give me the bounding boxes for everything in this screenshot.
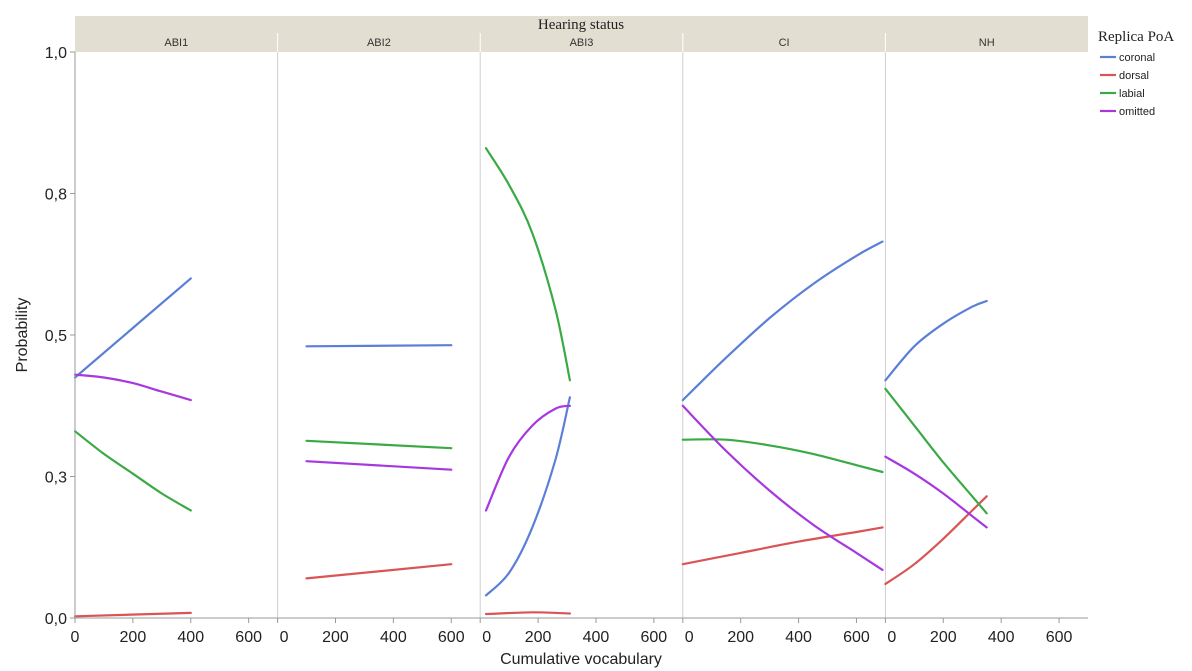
series-line-coronal <box>305 344 453 348</box>
series-line-labial <box>305 439 453 450</box>
legend-label-labial: labial <box>1119 88 1145 100</box>
panel-abi3 <box>484 147 571 616</box>
y-tick-label: 0,5 <box>45 328 67 345</box>
panel-label: ABI2 <box>367 37 391 49</box>
x-tick-label: 0 <box>685 629 694 646</box>
series-line-coronal <box>484 396 571 597</box>
x-tick-label: 200 <box>525 629 552 646</box>
panel-label-strip <box>75 33 1088 52</box>
x-tick-label: 400 <box>583 629 610 646</box>
series-line-labial <box>484 147 571 382</box>
y-tick-label: 0,0 <box>45 611 67 628</box>
y-tick-label: 1,0 <box>45 45 67 62</box>
x-tick-label: 0 <box>482 629 491 646</box>
series-line-labial <box>884 387 988 515</box>
series-line-dorsal <box>484 611 571 616</box>
x-tick-label: 600 <box>438 629 465 646</box>
series-line-labial <box>73 430 192 512</box>
y-tick-label: 0,8 <box>45 187 67 204</box>
x-tick-label: 0 <box>887 629 896 646</box>
panels <box>73 52 988 618</box>
facet-title: Hearing status <box>538 17 624 33</box>
series-line-dorsal <box>884 495 988 586</box>
x-tick-label: 200 <box>322 629 349 646</box>
x-tick-label: 600 <box>1046 629 1073 646</box>
series-line-omitted <box>484 404 571 512</box>
x-tick-label: 400 <box>177 629 204 646</box>
legend-label-omitted: omitted <box>1119 106 1155 118</box>
series-line-omitted <box>681 404 884 571</box>
x-tick-label: 400 <box>988 629 1015 646</box>
x-tick-label: 600 <box>235 629 262 646</box>
legend-label-coronal: coronal <box>1119 52 1155 64</box>
x-tick-label: 600 <box>843 629 870 646</box>
facet-strip: Hearing status ABI1 ABI2 ABI3 CI NH <box>75 16 1088 52</box>
x-tick-label: 400 <box>785 629 812 646</box>
x-tick-label: 200 <box>727 629 754 646</box>
x-tick-label: 0 <box>71 629 80 646</box>
x-tick-label: 0 <box>280 629 289 646</box>
series-line-coronal <box>884 299 988 382</box>
panel-label: CI <box>779 37 790 49</box>
y-tick-label: 0,3 <box>45 470 67 487</box>
x-tick-label: 400 <box>380 629 407 646</box>
panel-label: NH <box>979 37 995 49</box>
panel-ci <box>681 240 884 571</box>
x-tick-label: 600 <box>641 629 668 646</box>
x-tick-label: 200 <box>120 629 147 646</box>
panel-label: ABI1 <box>164 37 188 49</box>
series-line-omitted <box>73 373 192 402</box>
legend: Replica PoA coronal dorsal labial omitted <box>1098 29 1174 118</box>
series-line-coronal <box>73 277 192 379</box>
panel-label: ABI3 <box>570 37 594 49</box>
series-line-omitted <box>884 455 988 529</box>
series-line-dorsal <box>305 563 453 580</box>
legend-title: Replica PoA <box>1098 29 1174 45</box>
series-line-dorsal <box>681 526 884 566</box>
legend-label-dorsal: dorsal <box>1119 70 1149 82</box>
panel-abi1 <box>73 277 192 618</box>
series-line-omitted <box>305 460 453 471</box>
panel-nh <box>884 299 988 586</box>
y-axis-title: Probability <box>14 298 31 373</box>
facet-title-strip <box>75 16 1088 33</box>
x-axis-title: Cumulative vocabulary <box>500 651 662 668</box>
x-tick-label: 200 <box>930 629 957 646</box>
axes: Cumulative vocabulary Probability 0,0 0,3… <box>14 45 1088 668</box>
series-line-dorsal <box>73 611 192 618</box>
series-line-coronal <box>681 240 884 402</box>
panel-abi2 <box>305 344 453 580</box>
series-line-labial <box>681 438 884 474</box>
